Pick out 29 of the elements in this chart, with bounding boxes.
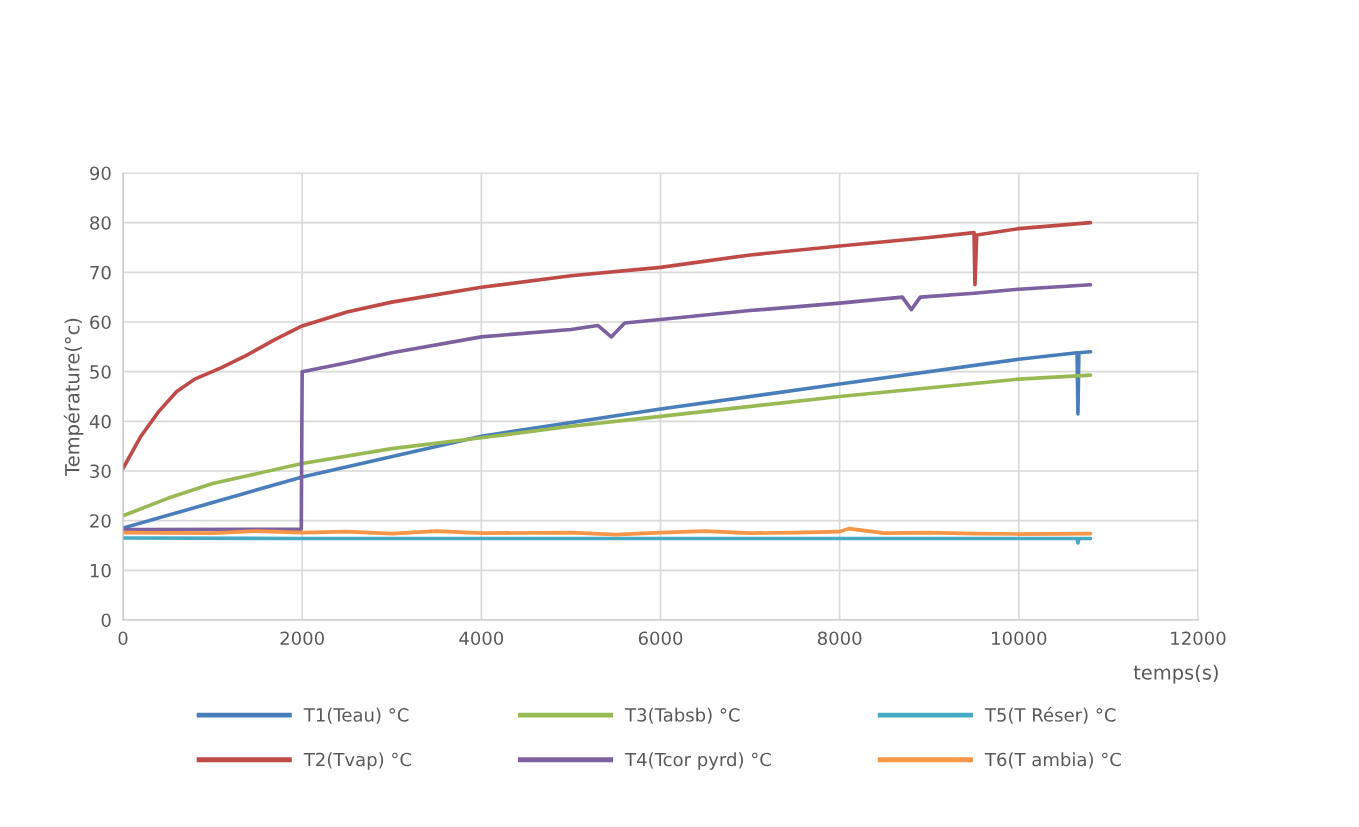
legend-label: T6(T ambia) °C [984, 752, 1121, 769]
x-tick-label: 10000 [992, 631, 1047, 646]
y-tick-label: 20 [90, 514, 111, 528]
line-series [123, 220, 1093, 471]
x-axis-title: temps(s) [1133, 664, 1218, 684]
y-tick-label: 10 [90, 563, 111, 578]
line-series [123, 282, 1093, 532]
legend-label: T1(Teau) °C [303, 707, 409, 724]
line-series [123, 349, 1093, 530]
legend-label: T4(Tcor pyrd) °C [625, 752, 771, 770]
x-tick-label: 0 [118, 631, 128, 646]
legend-label: T3(Tabsb) °C [625, 707, 740, 724]
legend-label: T2(Tvap) °C [303, 752, 412, 770]
x-tick-label: 4000 [459, 631, 504, 646]
y-tick-label: 80 [90, 216, 111, 230]
y-tick-label: 90 [90, 166, 111, 181]
x-tick-label: 12000 [1171, 631, 1226, 646]
y-tick-label: 50 [90, 365, 111, 379]
x-tick-label: 6000 [638, 631, 683, 646]
y-axis-title: Température(°c) [63, 318, 84, 476]
y-tick-label: 60 [90, 315, 111, 330]
y-tick-label: 40 [89, 414, 111, 429]
y-tick-label: 30 [90, 464, 111, 479]
x-tick-label: 8000 [817, 631, 862, 646]
y-tick-label: 70 [90, 265, 111, 280]
y-tick-label: 0 [101, 613, 111, 628]
legend-label: T5(T Réser) °C [984, 707, 1116, 724]
line-series [123, 373, 1093, 518]
x-tick-label: 2000 [280, 631, 324, 646]
